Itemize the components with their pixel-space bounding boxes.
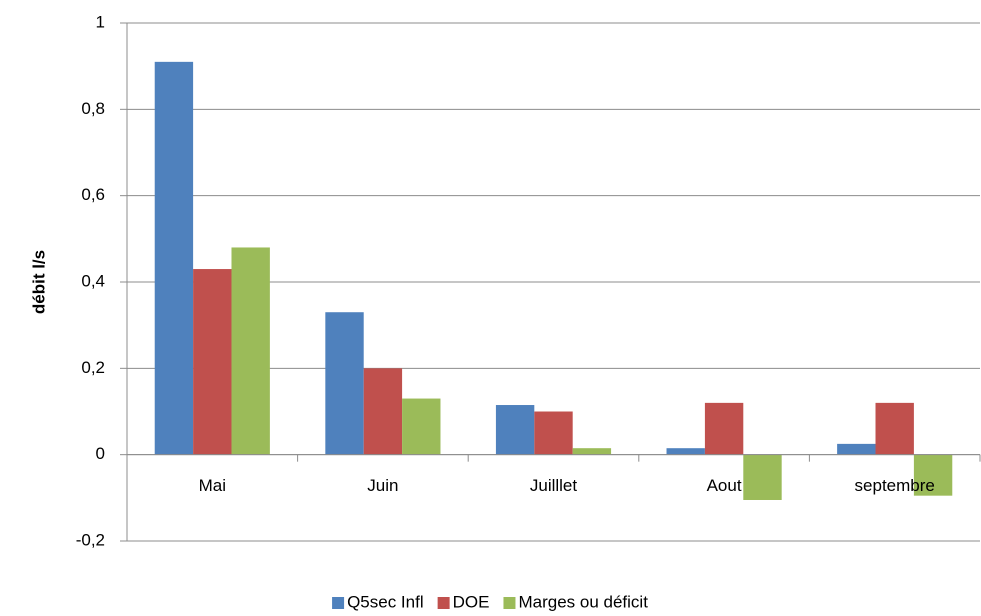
- bar: [743, 454, 782, 500]
- legend-label: DOE: [453, 592, 490, 611]
- y-axis-label: débit l/s: [29, 250, 48, 314]
- y-tick-label: 0,4: [81, 271, 105, 290]
- bar: [913, 454, 953, 496]
- legend-swatch: [503, 597, 516, 609]
- legend-swatch: [437, 597, 450, 609]
- y-tick-label: 0,6: [81, 185, 105, 204]
- x-tick-label: Juilllet: [530, 476, 578, 495]
- y-tick-label: -0,2: [76, 530, 105, 549]
- x-tick-label: Juin: [367, 476, 398, 495]
- bar: [325, 312, 364, 455]
- bar: [402, 398, 441, 455]
- y-tick-label: 1: [96, 12, 105, 31]
- y-tick-label: 0: [96, 444, 105, 463]
- legend: Q5sec Infl DOE Marges ou déficit: [332, 592, 648, 611]
- bar: [666, 448, 705, 455]
- bar: [231, 247, 270, 455]
- bar: [875, 402, 914, 455]
- legend-swatch: [332, 597, 345, 609]
- bar: [572, 448, 612, 455]
- y-tick-label: 0,2: [81, 358, 105, 377]
- bar: [363, 368, 403, 455]
- x-tick-label: septembre: [855, 476, 935, 495]
- bar: [495, 405, 535, 455]
- bar: [534, 411, 573, 455]
- legend-label: Marges ou déficit: [518, 592, 648, 611]
- bar: [704, 402, 744, 455]
- x-tick-label: Mai: [199, 476, 226, 495]
- x-tick-label: Aout: [707, 476, 742, 495]
- bar: [193, 269, 232, 455]
- y-tick-label: 0,8: [81, 99, 105, 118]
- legend-label: Q5sec Infl: [347, 592, 424, 611]
- bar: [154, 61, 194, 455]
- bar: [837, 443, 876, 455]
